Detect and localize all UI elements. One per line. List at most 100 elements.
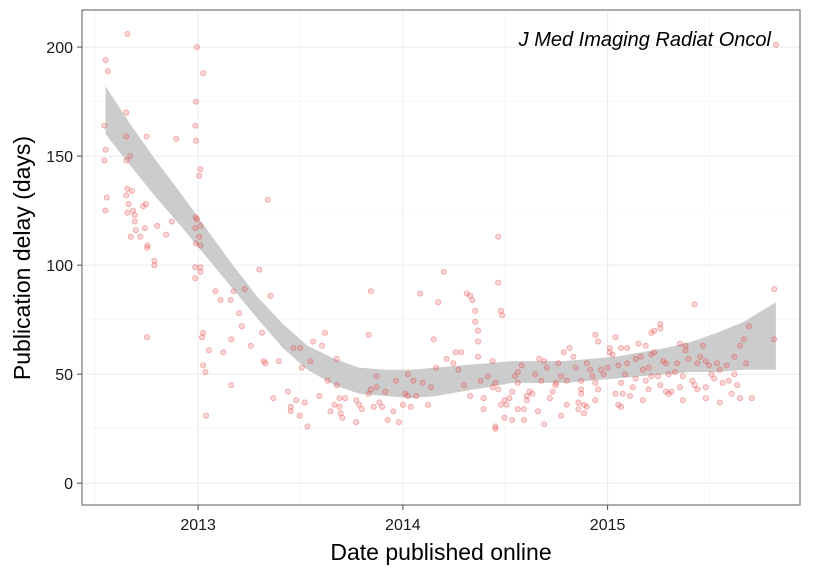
data-point — [489, 358, 496, 365]
data-point — [637, 353, 644, 360]
data-point — [737, 342, 744, 349]
data-point — [192, 264, 199, 271]
data-point — [123, 109, 130, 116]
data-point — [373, 373, 380, 380]
data-point — [708, 371, 715, 378]
data-point — [212, 288, 219, 295]
data-point — [509, 416, 516, 423]
data-point — [141, 225, 148, 232]
data-point — [523, 397, 530, 404]
data-point — [474, 353, 481, 360]
data-point — [142, 201, 149, 208]
data-point — [677, 384, 684, 391]
data-point — [492, 425, 499, 432]
data-point — [743, 360, 750, 367]
data-point — [535, 408, 542, 415]
data-point — [541, 421, 548, 428]
x-axis: 2013 2014 2015 — [180, 505, 625, 534]
data-point — [275, 358, 282, 365]
data-point — [549, 388, 556, 395]
data-point — [552, 382, 559, 389]
data-point — [497, 307, 504, 314]
data-point — [137, 233, 144, 240]
data-point — [443, 355, 450, 362]
data-point — [402, 390, 409, 397]
data-point — [356, 401, 363, 408]
data-point — [284, 388, 291, 395]
data-point — [514, 379, 521, 386]
data-point — [521, 406, 528, 413]
data-point — [200, 329, 207, 336]
data-point — [238, 323, 245, 330]
x-tick-label: 2014 — [385, 517, 421, 534]
data-point — [124, 30, 131, 37]
data-point — [679, 397, 686, 404]
data-point — [200, 362, 207, 369]
data-point — [264, 196, 271, 203]
data-point — [262, 360, 269, 367]
data-point — [390, 408, 397, 415]
data-point — [740, 336, 747, 343]
data-point — [435, 299, 442, 306]
data-point — [532, 371, 539, 378]
data-point — [193, 216, 200, 223]
data-point — [725, 377, 732, 384]
data-point — [472, 318, 479, 325]
data-point — [370, 403, 377, 410]
data-point — [538, 377, 545, 384]
data-point — [384, 416, 391, 423]
y-axis-title: Publication delay (days) — [9, 136, 35, 380]
plot-panel — [82, 10, 800, 505]
data-point — [689, 377, 696, 384]
data-point — [373, 384, 380, 391]
data-point — [587, 366, 594, 373]
data-point — [589, 373, 596, 380]
data-point — [691, 301, 698, 308]
data-point — [365, 390, 372, 397]
data-point — [495, 386, 502, 393]
data-point — [193, 44, 200, 51]
data-point — [247, 342, 254, 349]
data-point — [399, 401, 406, 408]
data-point — [192, 98, 199, 105]
data-point — [227, 296, 234, 303]
data-point — [129, 207, 136, 214]
data-point — [125, 201, 132, 208]
data-point — [674, 360, 681, 367]
y-tick-label: 50 — [55, 367, 73, 384]
data-point — [523, 392, 530, 399]
data-point — [144, 244, 151, 251]
plot-area — [81, 9, 801, 506]
data-point — [103, 194, 110, 201]
data-point — [572, 364, 579, 371]
data-point — [290, 344, 297, 351]
data-point — [677, 340, 684, 347]
gridlines — [82, 10, 800, 505]
data-point — [694, 386, 701, 393]
data-point — [632, 375, 639, 382]
data-point — [635, 340, 642, 347]
data-point — [202, 368, 209, 375]
data-point — [581, 410, 588, 417]
data-point — [260, 358, 267, 365]
data-point — [737, 395, 744, 402]
data-point — [615, 401, 622, 408]
data-point — [592, 379, 599, 386]
data-point — [546, 395, 553, 402]
data-point — [495, 233, 502, 240]
data-point — [706, 362, 713, 369]
y-tick-label: 200 — [46, 40, 73, 57]
data-point — [293, 397, 300, 404]
data-point — [467, 392, 474, 399]
data-point — [472, 307, 479, 314]
data-point — [685, 355, 692, 362]
data-point — [430, 336, 437, 343]
data-point — [236, 310, 243, 317]
data-point — [220, 349, 227, 356]
plot-border — [81, 9, 801, 506]
data-point — [648, 329, 655, 336]
data-point — [163, 231, 170, 238]
data-point — [645, 364, 652, 371]
data-point — [716, 399, 723, 406]
data-point — [131, 218, 138, 225]
